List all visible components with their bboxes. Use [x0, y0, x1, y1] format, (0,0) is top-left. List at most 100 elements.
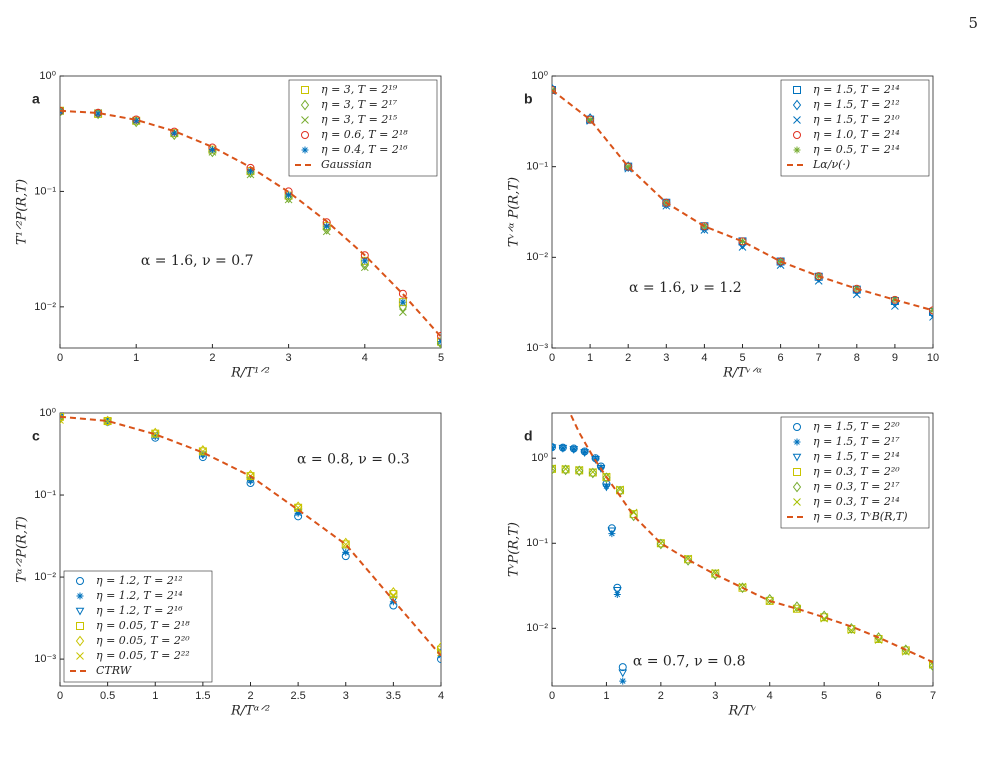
marker — [552, 463, 557, 475]
marker — [436, 641, 441, 653]
x-tick-label: 0 — [57, 352, 63, 364]
x-tick-label: 4 — [767, 690, 773, 702]
marker — [820, 613, 829, 622]
legend-marker — [76, 577, 85, 585]
marker — [322, 223, 331, 235]
line — [552, 89, 933, 312]
legend-marker — [793, 86, 801, 94]
x-tick-label: 10 — [927, 352, 939, 364]
marker — [559, 444, 567, 452]
marker — [399, 298, 407, 306]
legend-marker — [793, 498, 801, 506]
x-tick-label: 0 — [549, 690, 555, 702]
line — [60, 109, 441, 338]
annotation: α = 1.6, ν = 0.7 — [141, 253, 254, 269]
x-tick-label: 9 — [892, 352, 898, 364]
marker — [602, 472, 611, 484]
legend-marker — [301, 86, 309, 94]
y-tick-label: 10⁻¹ — [34, 489, 56, 501]
marker — [284, 187, 293, 196]
x-tick-label: 1 — [603, 690, 609, 702]
marker — [360, 263, 369, 272]
marker — [437, 343, 441, 348]
marker — [322, 227, 331, 236]
marker — [284, 192, 293, 204]
marker — [558, 444, 568, 453]
panel: 0 1 2 3 4 5 10⁻² 10⁻¹ 10⁰ R/T¹ᐟ² T¹ᐟ²P(R,T) a α = 1.… — [15, 70, 445, 381]
y-tick-label: 10⁰ — [39, 407, 56, 419]
marker — [580, 449, 590, 457]
marker — [618, 669, 628, 678]
legend-label: η = 0.5, T = 2¹⁴ — [813, 143, 900, 156]
marker — [389, 587, 398, 598]
legend-marker — [793, 423, 802, 431]
x-tick-label: 5 — [438, 352, 444, 364]
marker — [561, 464, 570, 476]
legend: η = 3, T = 2¹⁹ η = 3, T = 2¹⁷ η = 3, T = 2… — [288, 79, 438, 177]
marker — [738, 238, 747, 250]
legend-box — [63, 570, 213, 683]
x-tick-label: 0 — [57, 690, 63, 702]
marker — [739, 237, 746, 245]
x-tick-label: 5 — [821, 690, 827, 702]
marker — [399, 308, 407, 316]
legend-label: η = 0.05, T = 2¹⁸ — [96, 619, 190, 632]
legend-label: η = 1.5, T = 2¹² — [813, 98, 900, 111]
marker — [208, 146, 216, 154]
marker — [607, 527, 617, 536]
y-tick-label: 10⁻² — [34, 571, 56, 583]
legend-marker — [792, 481, 802, 493]
marker — [847, 626, 856, 635]
marker — [616, 485, 624, 494]
legend-marker — [301, 131, 310, 139]
legend-label: η = 1.5, T = 2²⁰ — [813, 420, 900, 433]
x-tick-label: 2 — [247, 690, 253, 702]
marker — [389, 601, 398, 610]
legend-label: η = 3, T = 2¹⁵ — [321, 113, 398, 126]
legend-label: Gaussian — [321, 158, 372, 171]
marker — [94, 110, 102, 118]
legend-marker — [792, 99, 802, 111]
x-tick-label: 0.5 — [100, 690, 115, 702]
marker — [602, 483, 611, 492]
marker — [619, 677, 627, 685]
y-tick-label: 10⁻² — [34, 301, 56, 313]
marker — [437, 648, 441, 657]
marker — [398, 301, 408, 313]
legend-label: η = 1.0, T = 2¹⁴ — [813, 128, 900, 141]
x-axis-label: R/Tᵛᐟᵅ — [722, 366, 762, 381]
y-axis-label: T¹ᐟ²P(R,T) — [15, 179, 30, 245]
marker — [246, 477, 255, 486]
legend-label: η = 0.05, T = 2²² — [96, 649, 190, 662]
panel: 0 1 2 3 4 5 6 7 10⁻² 10⁻¹ 10⁰ R/Tᵛ TᵛP(R,T) d α = 0.7,… — [507, 412, 936, 719]
y-tick-label: 10⁻¹ — [526, 537, 548, 549]
line — [60, 415, 441, 657]
marker — [361, 257, 369, 265]
panel-label: a — [32, 91, 40, 107]
marker — [437, 645, 441, 654]
y-tick-label: 10⁰ — [531, 70, 548, 82]
legend: η = 1.5, T = 2¹⁴ η = 1.5, T = 2¹² η = 1.5,… — [780, 79, 930, 177]
marker — [624, 163, 632, 171]
marker — [596, 465, 606, 473]
y-axis-label: Tᵛᐟᵅ P(R,T) — [507, 177, 522, 247]
legend-marker — [75, 607, 85, 616]
y-tick-label: 10⁻¹ — [526, 161, 548, 173]
marker — [765, 596, 774, 605]
legend-label: CTRW — [96, 664, 133, 677]
marker — [170, 129, 178, 137]
marker — [552, 444, 557, 453]
annotation: α = 1.6, ν = 1.2 — [629, 280, 742, 296]
legend: η = 1.5, T = 2²⁰ η = 1.5, T = 2¹⁷ η = 1.5,… — [780, 416, 930, 529]
legend-label: η = 0.3, T = 2²⁰ — [813, 465, 900, 478]
marker — [552, 464, 556, 473]
marker — [436, 338, 441, 348]
x-axis-label: R/Tᵛ — [728, 704, 757, 719]
legend-marker — [793, 116, 801, 124]
annotation: α = 0.7, ν = 0.8 — [633, 653, 746, 669]
y-tick-label: 10⁻¹ — [34, 185, 56, 197]
legend-box — [780, 416, 930, 529]
marker — [561, 464, 570, 473]
marker — [629, 508, 638, 517]
marker — [820, 610, 829, 622]
